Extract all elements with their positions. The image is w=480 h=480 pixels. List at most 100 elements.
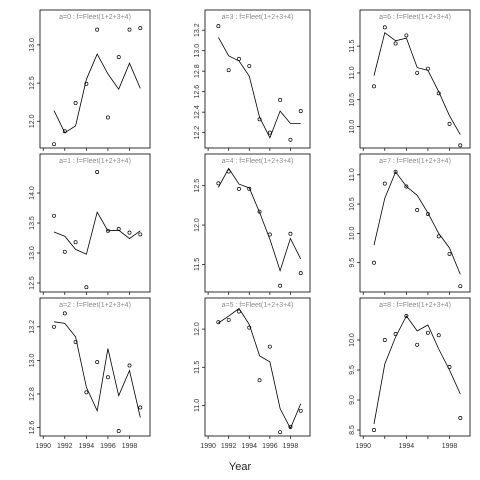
x-tick-label: 1996 <box>262 443 278 450</box>
data-point <box>237 56 241 61</box>
data-point <box>267 344 272 349</box>
data-point <box>95 170 100 174</box>
x-axis-label: Year <box>229 461 252 473</box>
y-tick-label: 13.0 <box>29 38 36 52</box>
data-point <box>425 66 430 71</box>
x-tick-label: 1992 <box>57 443 73 450</box>
y-tick-label: 12.0 <box>194 218 201 232</box>
data-point <box>415 208 420 212</box>
panel-strip-label: a=1 : f=Fleet(1+2+3+4) <box>59 158 131 165</box>
data-point <box>237 309 241 314</box>
data-point <box>257 209 262 214</box>
panel-8: a=8 : f=Fleet(1+2+3+4) 8.5 9.0 9.5 10.0 1990 1… <box>349 297 471 450</box>
y-tick-label: 11.0 <box>194 399 201 412</box>
y-tick-label: 11.0 <box>349 168 356 181</box>
y-tick-label: 12.8 <box>194 64 201 78</box>
data-point <box>237 186 241 191</box>
panel-frame <box>39 297 151 437</box>
series-line <box>373 315 461 425</box>
data-point <box>73 339 78 344</box>
data-point <box>138 26 143 31</box>
panel-strip-label: a=4 : f=Fleet(1+2+3+4) <box>222 158 294 165</box>
data-point <box>116 227 121 231</box>
x-tick-label: 1990 <box>355 443 371 450</box>
data-point <box>288 137 293 142</box>
x-tick-label: 1990 <box>200 443 216 450</box>
data-point <box>84 81 89 86</box>
y-tick-label: 12.2 <box>194 126 201 140</box>
y-tick-label: 10.0 <box>349 120 356 134</box>
y-tick-label: 12.6 <box>194 85 201 99</box>
data-point <box>105 115 110 120</box>
data-point <box>52 142 56 147</box>
data-point <box>288 231 293 236</box>
y-tick-label: 13.0 <box>29 246 36 260</box>
data-point <box>257 378 262 383</box>
panel-strip-label: a=5 : f=Fleet(1+2+3+4) <box>222 302 294 309</box>
series-line <box>53 211 141 255</box>
data-point <box>278 97 283 102</box>
data-point <box>278 430 283 435</box>
series-line <box>53 53 141 134</box>
data-point <box>393 41 398 46</box>
y-tick-label: 10.0 <box>349 333 356 347</box>
panel-frame <box>39 9 151 149</box>
data-point <box>404 314 409 318</box>
data-point <box>247 186 252 191</box>
data-point <box>226 169 231 174</box>
data-point <box>73 100 78 105</box>
data-point <box>52 213 56 218</box>
series-line <box>218 307 302 430</box>
series-line <box>218 37 301 139</box>
panel-strip-label: a=3 : f=Fleet(1+2+3+4) <box>222 14 294 21</box>
data-point <box>372 84 376 89</box>
y-tick-label: 13.2 <box>29 320 36 334</box>
panel-7: a=5 : f=Fleet(1+2+3+4) 11.0 11.5 12.0 1990 19… <box>194 297 311 450</box>
y-tick-label: 11.5 <box>194 258 201 271</box>
data-point <box>216 320 221 325</box>
data-point <box>425 330 430 335</box>
data-point <box>226 68 231 73</box>
data-point <box>216 181 221 186</box>
data-point <box>404 33 409 38</box>
data-point <box>73 240 78 245</box>
panel-4: a=4 : f=Fleet(1+2+3+4) 11.5 12.0 12.5 <box>194 153 311 295</box>
data-point <box>372 428 376 432</box>
data-point <box>447 121 452 126</box>
series-line <box>373 32 461 135</box>
data-point <box>62 311 67 316</box>
y-tick-label: 10.0 <box>349 226 356 240</box>
y-tick-label: 10.5 <box>349 197 356 211</box>
data-point <box>382 181 387 186</box>
panel-frame <box>204 297 311 437</box>
panel-0: a=0 : f=Fleet(1+2+3+4) 12.0 12.5 13.0 <box>29 9 151 151</box>
y-tick-label: 11.5 <box>194 361 201 374</box>
data-point <box>62 129 67 134</box>
data-point <box>425 212 430 217</box>
data-point <box>84 390 89 395</box>
data-point <box>105 228 110 233</box>
y-tick-label: 12.5 <box>194 179 201 193</box>
data-point <box>138 232 143 237</box>
y-tick-label: 12.0 <box>194 322 201 336</box>
data-point <box>247 64 252 68</box>
panel-5: a=7 : f=Fleet(1+2+3+4) 9.5 10.0 10.5 11.0 <box>349 153 471 295</box>
panel-3: a=1 : f=Fleet(1+2+3+4) 12.5 13.0 13.5 14.0 <box>29 153 151 295</box>
data-point <box>127 27 132 32</box>
data-point <box>298 408 303 413</box>
data-point <box>52 324 56 329</box>
y-tick-label: 13.0 <box>194 44 201 58</box>
y-tick-label: 8.5 <box>349 425 356 435</box>
series-line <box>218 167 302 273</box>
data-point <box>436 333 441 338</box>
y-tick-label: 9.5 <box>349 365 356 375</box>
data-point <box>415 342 420 347</box>
data-point <box>382 25 387 30</box>
data-point <box>62 249 67 254</box>
y-tick-label: 13.2 <box>194 23 201 37</box>
y-tick-label: 13.5 <box>29 216 36 230</box>
y-tick-label: 12.0 <box>29 114 36 128</box>
data-point <box>127 230 132 235</box>
data-point <box>436 234 441 239</box>
data-point <box>116 429 121 433</box>
